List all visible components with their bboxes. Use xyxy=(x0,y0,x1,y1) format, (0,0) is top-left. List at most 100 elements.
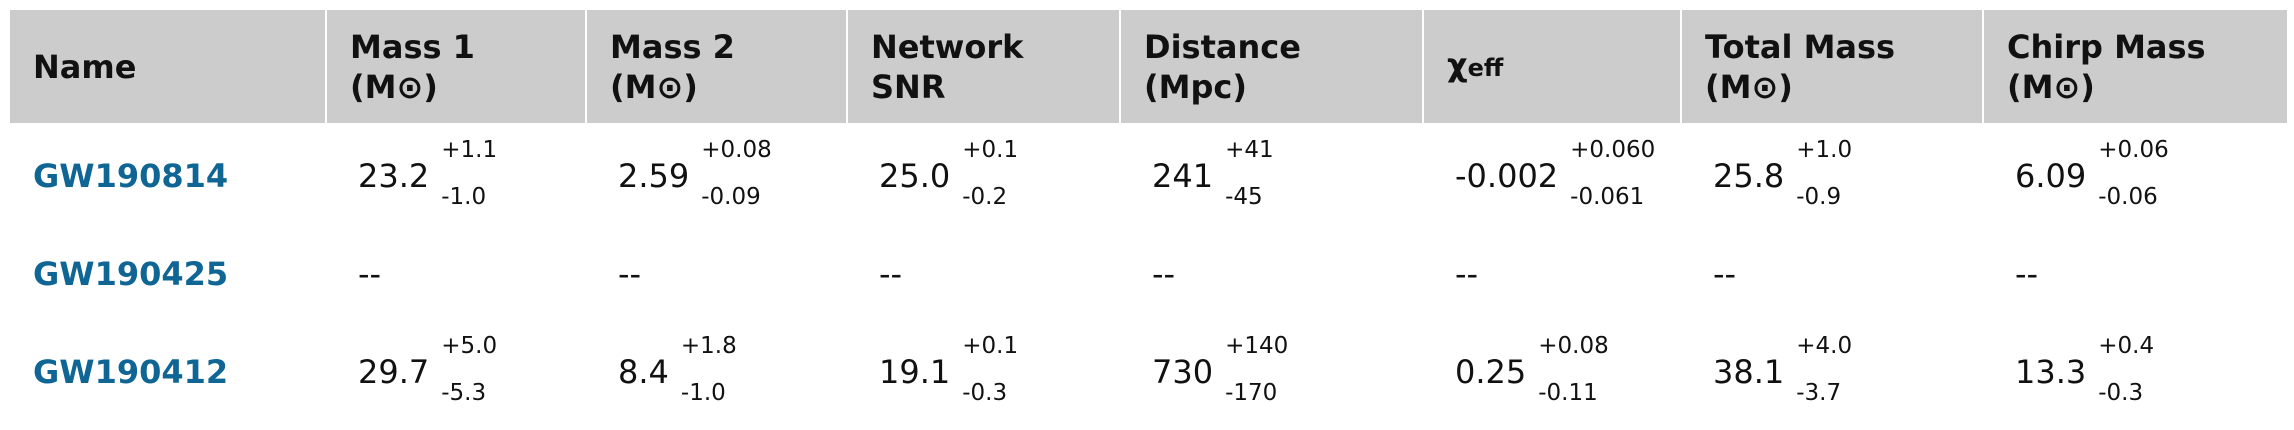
value: -- xyxy=(358,255,382,293)
lower-error: -0.2 xyxy=(962,184,1008,210)
value-cell: 2.59 +0.08 -0.09 xyxy=(618,139,772,209)
upper-error: +1.0 xyxy=(1796,137,1853,163)
header-text: (M⊙) xyxy=(610,67,698,106)
header-text: Mass 2 xyxy=(610,27,735,66)
value-cell: -- xyxy=(1152,255,1175,293)
upper-error: +0.06 xyxy=(2098,137,2169,163)
value-cell: 241 +41 -45 xyxy=(1152,139,1274,209)
error-bounds: +0.08 -0.09 xyxy=(701,139,771,209)
upper-error: +140 xyxy=(1225,333,1289,359)
error-bounds: +0.4 -0.3 xyxy=(2098,335,2154,405)
header-cell: Network SNR xyxy=(848,10,1119,123)
header-text: Network xyxy=(871,27,1024,66)
event-link[interactable]: GW190412 xyxy=(33,353,229,391)
value-cell: 38.1 +4.0 -3.7 xyxy=(1713,335,1852,405)
upper-error: +1.1 xyxy=(441,137,498,163)
value: 23.2 xyxy=(358,157,430,195)
value-cell: 23.2 +1.1 -1.0 xyxy=(358,139,497,209)
error-bounds: +1.0 -0.9 xyxy=(1796,139,1852,209)
value: 25.0 xyxy=(879,157,951,195)
upper-error: +0.1 xyxy=(962,137,1019,163)
value-cell: 19.1 +0.1 -0.3 xyxy=(879,335,1018,405)
value: 29.7 xyxy=(358,353,430,391)
value: -- xyxy=(618,255,642,293)
value: -0.002 xyxy=(1455,157,1559,195)
value: 38.1 xyxy=(1713,353,1785,391)
value-cell: 25.0 +0.1 -0.2 xyxy=(879,139,1018,209)
error-bounds: +140 -170 xyxy=(1225,335,1288,405)
upper-error: +0.08 xyxy=(701,137,772,163)
header-text: (M⊙) xyxy=(2007,67,2095,106)
value-cell: -- xyxy=(1713,255,1736,293)
value-cell: -- xyxy=(618,255,641,293)
lower-error: -1.0 xyxy=(680,380,726,406)
lower-error: -1.0 xyxy=(441,184,487,210)
event-link[interactable]: GW190814 xyxy=(33,157,229,195)
value-cell: 25.8 +1.0 -0.9 xyxy=(1713,139,1852,209)
lower-error: -0.11 xyxy=(1538,380,1598,406)
value: -- xyxy=(1713,255,1737,293)
value: -- xyxy=(879,255,903,293)
header-cell: Mass 2 (M⊙) xyxy=(587,10,846,123)
error-bounds: +41 -45 xyxy=(1225,139,1274,209)
upper-error: +0.08 xyxy=(1538,333,1609,359)
header-text: Distance xyxy=(1144,27,1301,66)
value-cell: 730 +140 -170 xyxy=(1152,335,1288,405)
header-cell: Total Mass (M⊙) xyxy=(1682,10,1982,123)
error-bounds: +4.0 -3.7 xyxy=(1796,335,1852,405)
header-cell: Name xyxy=(10,10,325,123)
lower-error: -0.3 xyxy=(2098,380,2144,406)
error-bounds: +1.1 -1.0 xyxy=(441,139,497,209)
error-bounds: +0.1 -0.2 xyxy=(962,139,1018,209)
lower-error: -0.9 xyxy=(1796,184,1842,210)
header-text: (M⊙) xyxy=(350,67,438,106)
header-text: Name xyxy=(33,47,137,86)
header-cell: Mass 1 (M⊙) xyxy=(327,10,585,123)
value-cell: -- xyxy=(879,255,902,293)
value-cell: 13.3 +0.4 -0.3 xyxy=(2015,335,2154,405)
upper-error: +5.0 xyxy=(441,333,498,359)
lower-error: -0.3 xyxy=(962,380,1008,406)
value-cell: 6.09 +0.06 -0.06 xyxy=(2015,139,2169,209)
value-cell: -- xyxy=(1455,255,1478,293)
value: -- xyxy=(1455,255,1479,293)
value: 6.09 xyxy=(2015,157,2087,195)
error-bounds: +0.1 -0.3 xyxy=(962,335,1018,405)
upper-error: +1.8 xyxy=(680,333,737,359)
error-bounds: +5.0 -5.3 xyxy=(441,335,497,405)
lower-error: -170 xyxy=(1225,380,1278,406)
value-cell: -- xyxy=(358,255,381,293)
value: 730 xyxy=(1152,353,1214,391)
upper-error: +0.4 xyxy=(2098,333,2155,359)
error-bounds: +0.06 -0.06 xyxy=(2098,139,2168,209)
header-text: Chirp Mass xyxy=(2007,27,2206,66)
value-cell: 29.7 +5.0 -5.3 xyxy=(358,335,497,405)
lower-error: -0.09 xyxy=(701,184,761,210)
header-cell: χeff xyxy=(1424,10,1680,123)
lower-error: -0.06 xyxy=(2098,184,2158,210)
header-text: SNR xyxy=(871,67,946,106)
value-cell: 0.25 +0.08 -0.11 xyxy=(1455,335,1609,405)
value: 8.4 xyxy=(618,353,669,391)
value: 25.8 xyxy=(1713,157,1785,195)
header-text: (Mpc) xyxy=(1144,67,1247,106)
lower-error: -3.7 xyxy=(1796,380,1842,406)
value-cell: -- xyxy=(2015,255,2038,293)
value: 0.25 xyxy=(1455,353,1527,391)
header-subscript: eff xyxy=(1467,54,1504,82)
lower-error: -5.3 xyxy=(441,380,487,406)
event-link[interactable]: GW190425 xyxy=(33,255,229,293)
error-bounds: +0.060 -0.061 xyxy=(1570,139,1655,209)
value: 2.59 xyxy=(618,157,690,195)
header-symbol: χ xyxy=(1447,46,1468,84)
header-text: χeff xyxy=(1447,45,1680,88)
header-cell: Distance (Mpc) xyxy=(1121,10,1422,123)
lower-error: -45 xyxy=(1225,184,1263,210)
upper-error: +0.1 xyxy=(962,333,1019,359)
value: 241 xyxy=(1152,157,1214,195)
value-cell: -0.002 +0.060 -0.061 xyxy=(1455,139,1655,209)
header-cell: Chirp Mass (M⊙) xyxy=(1984,10,2287,123)
header-text: (M⊙) xyxy=(1705,67,1793,106)
